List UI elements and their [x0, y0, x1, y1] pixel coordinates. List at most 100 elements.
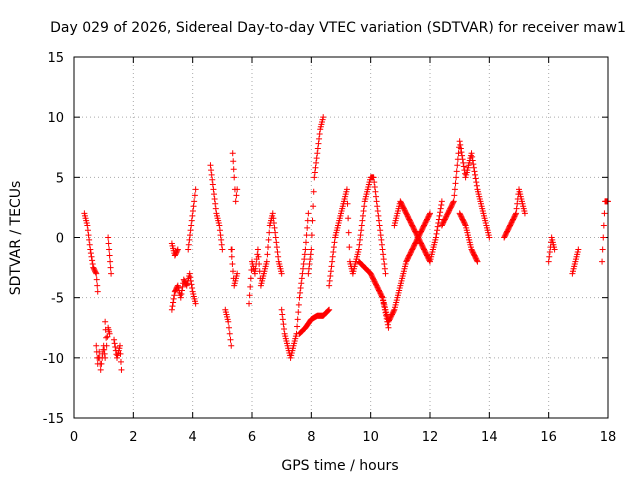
- data-point: [230, 268, 237, 275]
- data-point: [454, 162, 461, 169]
- data-point: [208, 167, 215, 174]
- data-point: [174, 246, 181, 253]
- data-point: [269, 210, 276, 217]
- data-point: [108, 270, 115, 277]
- data-point: [85, 232, 92, 239]
- data-point: [272, 229, 279, 236]
- data-point: [96, 348, 103, 355]
- data-point: [324, 307, 331, 314]
- y-tick-label: 15: [47, 51, 64, 66]
- data-point: [94, 282, 101, 289]
- data-point: [273, 239, 280, 246]
- data-point: [450, 199, 457, 206]
- data-point: [462, 221, 469, 228]
- data-point: [281, 325, 288, 332]
- data-point: [266, 229, 273, 236]
- data-point: [263, 258, 270, 265]
- data-point: [380, 251, 387, 258]
- plot-frame: [73, 56, 609, 419]
- data-point: [93, 342, 100, 349]
- data-point: [379, 246, 386, 253]
- data-point: [177, 294, 184, 301]
- data-point: [457, 145, 464, 152]
- data-point: [296, 294, 303, 301]
- data-point: [97, 366, 104, 373]
- data-point: [434, 223, 441, 230]
- data-point: [118, 366, 125, 373]
- data-point: [192, 300, 199, 307]
- data-point: [453, 168, 460, 175]
- data-point: [84, 227, 91, 234]
- data-point: [356, 236, 363, 243]
- data-point: [186, 236, 193, 243]
- data-point: [308, 232, 315, 239]
- data-point: [92, 269, 99, 276]
- data-point: [473, 179, 480, 186]
- data-point: [255, 253, 262, 260]
- y-tick-label: 0: [56, 232, 64, 247]
- data-point: [189, 285, 196, 292]
- data-point: [331, 239, 338, 246]
- data-point: [468, 150, 475, 157]
- data-point: [187, 277, 194, 284]
- data-point: [600, 234, 607, 241]
- data-point: [297, 289, 304, 296]
- data-point: [218, 236, 225, 243]
- data-point: [305, 270, 312, 277]
- y-tick-label: 10: [47, 111, 64, 126]
- data-point: [457, 141, 464, 148]
- data-point: [89, 260, 96, 267]
- data-point: [326, 282, 333, 289]
- data-point: [451, 186, 458, 193]
- y-tick-label: 5: [56, 171, 64, 186]
- data-point: [437, 205, 444, 212]
- data-point: [251, 270, 258, 277]
- data-point: [102, 354, 109, 361]
- data-point: [178, 291, 185, 298]
- data-point: [513, 205, 520, 212]
- data-point: [426, 211, 433, 218]
- data-point: [278, 306, 285, 313]
- data-point: [192, 186, 199, 193]
- data-point: [231, 174, 238, 181]
- data-point: [89, 257, 96, 264]
- data-point: [230, 166, 237, 173]
- data-point: [378, 236, 385, 243]
- data-point: [438, 198, 445, 205]
- data-point: [117, 358, 124, 365]
- data-point: [453, 174, 460, 181]
- data-point: [188, 281, 195, 288]
- data-point: [329, 258, 336, 265]
- data-point: [472, 171, 479, 178]
- data-point: [459, 156, 466, 163]
- data-point: [189, 208, 196, 215]
- chart-title: Day 029 of 2026, Sidereal Day-to-day VTE…: [50, 20, 626, 36]
- y-tick-label: -10: [43, 352, 64, 367]
- data-point: [451, 192, 458, 199]
- data-point: [470, 164, 477, 171]
- data-point: [170, 295, 177, 302]
- data-point: [106, 330, 113, 337]
- data-point: [93, 270, 100, 277]
- data-point: [371, 183, 378, 190]
- data-point: [274, 248, 281, 255]
- data-point: [170, 299, 177, 306]
- data-point: [106, 252, 113, 259]
- data-point: [314, 150, 321, 157]
- data-point: [234, 270, 241, 277]
- x-tick-label: 8: [307, 430, 315, 445]
- data-point: [102, 318, 109, 325]
- data-point: [469, 157, 476, 164]
- data-points: [81, 114, 611, 373]
- data-point: [327, 273, 334, 280]
- data-point: [302, 239, 309, 246]
- data-point: [359, 212, 366, 219]
- x-axis-label: GPS time / hours: [281, 458, 398, 474]
- data-point: [226, 324, 233, 331]
- data-point: [295, 309, 302, 316]
- data-point: [246, 300, 253, 307]
- data-point: [551, 246, 558, 253]
- data-point: [210, 186, 217, 193]
- data-point: [232, 198, 239, 205]
